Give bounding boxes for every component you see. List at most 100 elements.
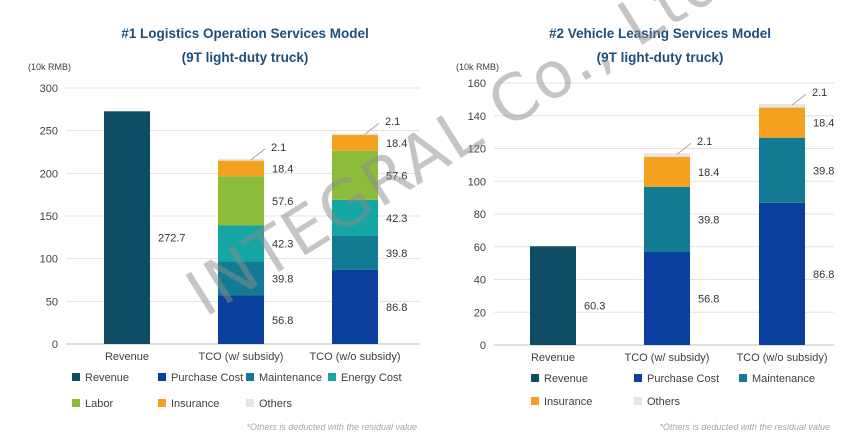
legend-label: Purchase Cost	[647, 373, 719, 385]
data-label-purchase-cost: 86.8	[386, 302, 407, 314]
data-label-purchase-cost: 56.8	[272, 315, 293, 327]
bar-segment-insurance	[218, 160, 264, 177]
y-tick-label: 100	[468, 176, 486, 188]
y-tick-label: 100	[40, 254, 58, 266]
y-tick-label: 300	[40, 83, 58, 95]
legend-label: Maintenance	[752, 373, 815, 385]
data-label-others: 2.1	[812, 87, 827, 99]
bar-segment-others	[218, 158, 264, 161]
chart-2-y-ticks: 0 20 40 60 80 100 120 140 160	[468, 78, 486, 352]
legend-swatch	[531, 374, 539, 382]
legend-swatch	[246, 373, 254, 381]
data-label-others: 2.1	[385, 116, 400, 128]
category-label: Revenue	[105, 351, 149, 363]
bar-segment-insurance	[644, 156, 690, 187]
y-tick-label: 150	[40, 211, 58, 223]
chart-1-title: #1 Logistics Operation Services Model	[121, 26, 369, 41]
leader-line	[676, 142, 692, 155]
legend-swatch	[531, 397, 539, 405]
legend-label: Maintenance	[259, 372, 322, 384]
bar-segment-insurance	[332, 135, 378, 151]
legend-label: Insurance	[171, 398, 219, 410]
legend-label: Labor	[85, 398, 113, 410]
data-label-maintenance: 39.8	[272, 274, 293, 286]
data-label-purchase-cost: 86.8	[813, 269, 834, 281]
chart-2-categories: Revenue TCO (w/ subsidy) TCO (w/o subsidy)	[531, 352, 828, 364]
bar-segment-purchase-cost	[759, 202, 805, 345]
legend-label: Insurance	[544, 396, 592, 408]
category-label: TCO (w/ subsidy)	[199, 351, 284, 363]
legend-label: Others	[647, 396, 681, 408]
bar-segment-labor	[332, 150, 378, 200]
category-label: Revenue	[531, 352, 575, 364]
bar-segment-purchase-cost	[218, 295, 264, 344]
data-label-others: 2.1	[697, 136, 712, 148]
y-tick-label: 0	[52, 339, 58, 351]
bar-segment-others	[644, 153, 690, 157]
bar-segment-maintenance	[332, 235, 378, 270]
data-label-insurance: 18.4	[386, 138, 407, 150]
leader-line	[791, 93, 807, 106]
bar-segment-purchase-cost	[332, 269, 378, 344]
y-tick-label: 200	[40, 168, 58, 180]
y-tick-label: 140	[468, 111, 486, 123]
data-label-labor: 57.6	[272, 196, 293, 208]
chart-1-subtitle: (9T light-duty truck)	[182, 50, 309, 65]
y-tick-label: 60	[474, 242, 486, 254]
data-label-energy-cost: 42.3	[386, 213, 407, 225]
chart-2: #2 Vehicle Leasing Services Model (9T li…	[456, 26, 834, 432]
data-label-purchase-cost: 56.8	[698, 293, 719, 305]
bar-segment-maintenance	[644, 186, 690, 252]
chart-1: #1 Logistics Operation Services Model (9…	[28, 26, 420, 432]
chart-2-footnote: *Others is deducted with the residual va…	[659, 422, 830, 432]
y-tick-label: 250	[40, 126, 58, 138]
legend-swatch	[246, 399, 254, 407]
bar-segment-energy-cost	[332, 199, 378, 236]
y-tick-label: 80	[474, 209, 486, 221]
bar-segment-insurance	[759, 107, 805, 138]
legend-swatch	[739, 374, 747, 382]
legend-swatch	[158, 399, 166, 407]
chart-2-bars	[530, 104, 805, 345]
chart-1-data-labels: 272.7 56.8 39.8 42.3 57.6 18.4 2.1 86.8 39.8 42.3…	[158, 116, 407, 327]
legend-swatch	[634, 397, 642, 405]
category-label: TCO (w/o subsidy)	[736, 352, 827, 364]
legend-label: Revenue	[544, 373, 588, 385]
bar-segment-maintenance	[218, 261, 264, 296]
chart-1-categories: Revenue TCO (w/ subsidy) TCO (w/o subsidy)	[105, 351, 401, 363]
leader-line	[364, 122, 380, 135]
chart-1-legend: Revenue Purchase Cost Maintenance Energy Co…	[72, 372, 402, 410]
data-label-maintenance: 39.8	[813, 165, 834, 177]
category-label: TCO (w/o subsidy)	[309, 351, 400, 363]
legend-swatch	[72, 399, 80, 407]
y-tick-label: 0	[480, 340, 486, 352]
bar-segment-others	[759, 104, 805, 108]
chart-2-subtitle: (9T light-duty truck)	[597, 50, 724, 65]
bar-segment-labor	[218, 176, 264, 226]
data-label-insurance: 18.4	[698, 167, 719, 179]
chart-1-unit: (10k RMB)	[28, 62, 71, 72]
legend-swatch	[328, 373, 336, 381]
data-label-revenue: 272.7	[158, 233, 186, 245]
leader-line	[250, 148, 266, 161]
data-label-maintenance: 39.8	[698, 214, 719, 226]
bar-segment-others	[332, 133, 378, 136]
legend-label: Others	[259, 398, 293, 410]
category-label: TCO (w/ subsidy)	[625, 352, 710, 364]
bar-segment-maintenance	[759, 137, 805, 203]
data-label-others: 2.1	[271, 142, 286, 154]
data-label-revenue: 60.3	[584, 301, 605, 313]
legend-swatch	[72, 373, 80, 381]
chart-2-title: #2 Vehicle Leasing Services Model	[549, 26, 771, 41]
data-label-energy-cost: 42.3	[272, 239, 293, 251]
bar-revenue	[530, 246, 576, 345]
legend-label: Purchase Cost	[171, 372, 243, 384]
data-label-labor: 57.6	[386, 170, 407, 182]
chart-1-y-ticks: 0 50 100 150 200 250 300	[40, 83, 58, 351]
legend-swatch	[634, 374, 642, 382]
legend-label: Revenue	[85, 372, 129, 384]
y-tick-label: 120	[468, 144, 486, 156]
bar-revenue	[104, 111, 150, 345]
chart-2-legend: Revenue Purchase Cost Maintenance Insurance…	[531, 373, 815, 408]
